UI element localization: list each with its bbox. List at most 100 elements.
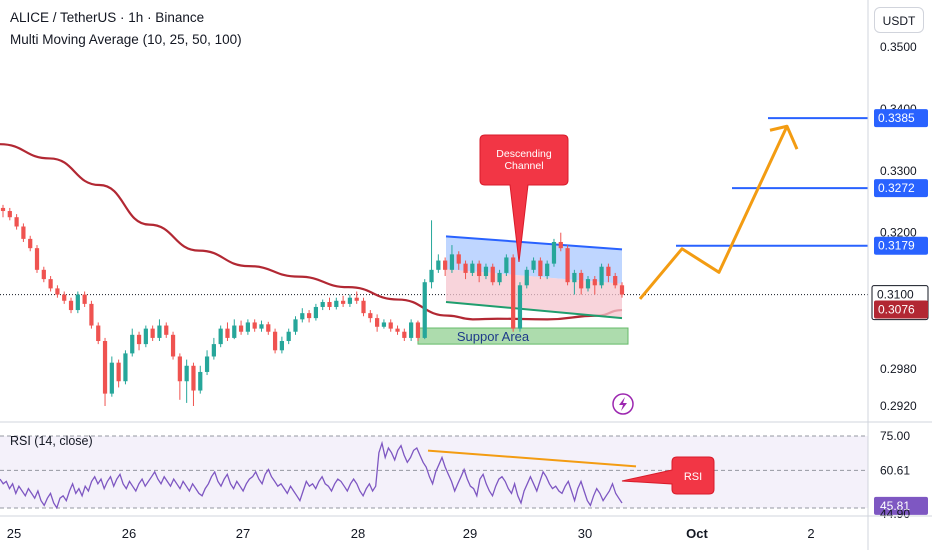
candle bbox=[402, 328, 407, 342]
candle bbox=[592, 276, 597, 295]
candle bbox=[443, 257, 448, 277]
candle bbox=[96, 322, 101, 345]
candle bbox=[232, 319, 237, 340]
rsi-divergence-line bbox=[427, 449, 637, 468]
candle bbox=[483, 263, 489, 280]
candle bbox=[286, 328, 291, 345]
price-label-ma: 0.3076 bbox=[874, 300, 928, 319]
candle bbox=[68, 297, 74, 314]
rsi-title: RSI (14, close) bbox=[10, 434, 93, 448]
candle bbox=[198, 365, 203, 394]
candle bbox=[429, 220, 434, 289]
candle bbox=[14, 214, 19, 230]
descending-channel-label: Descending bbox=[496, 148, 552, 160]
time-tick-label: 30 bbox=[578, 526, 592, 541]
time-tick-label: Oct bbox=[686, 526, 708, 541]
candle bbox=[191, 362, 196, 406]
rsi-last-label: 45.81 bbox=[874, 496, 928, 515]
candle bbox=[388, 319, 393, 332]
svg-text:0.3385: 0.3385 bbox=[878, 111, 915, 125]
candle bbox=[259, 320, 264, 332]
candle bbox=[565, 245, 570, 286]
candle bbox=[245, 319, 250, 335]
candle bbox=[524, 266, 529, 289]
channel-lower-line bbox=[445, 301, 623, 320]
candle bbox=[375, 314, 380, 332]
time-tick-label: 25 bbox=[7, 526, 21, 541]
candle bbox=[347, 294, 353, 307]
candle bbox=[211, 337, 216, 360]
candle bbox=[551, 238, 557, 267]
rsi-tick-label: 60.61 bbox=[880, 463, 910, 477]
candle bbox=[130, 328, 135, 357]
candle bbox=[538, 257, 543, 280]
candle bbox=[456, 251, 461, 270]
target-levels bbox=[676, 117, 868, 247]
candle bbox=[497, 269, 502, 286]
price-label-target: 0.3385 bbox=[874, 109, 928, 128]
candle bbox=[48, 276, 53, 292]
candle bbox=[7, 207, 12, 221]
candle bbox=[252, 319, 257, 332]
candle bbox=[354, 291, 359, 304]
candle bbox=[218, 325, 223, 348]
candle bbox=[123, 350, 128, 385]
candle bbox=[0, 204, 6, 218]
price-tick-label: 0.2920 bbox=[880, 399, 917, 413]
candle bbox=[204, 350, 210, 376]
candle bbox=[613, 272, 618, 289]
candle bbox=[327, 297, 332, 311]
candle bbox=[422, 279, 427, 340]
candle bbox=[395, 325, 400, 335]
candle bbox=[606, 263, 611, 283]
time-tick-label: 27 bbox=[236, 526, 250, 541]
price-tick-label: 0.3300 bbox=[880, 164, 917, 178]
rsi-tick-label: 44.90 bbox=[880, 507, 910, 521]
candle bbox=[136, 331, 142, 351]
time-tick-label: 26 bbox=[122, 526, 136, 541]
candle bbox=[293, 316, 298, 335]
candle bbox=[266, 321, 271, 335]
candle-series bbox=[0, 204, 625, 406]
candle bbox=[28, 235, 33, 252]
projection-path bbox=[638, 124, 799, 300]
rsi-callout-label: RSI bbox=[684, 471, 702, 483]
currency-selector[interactable]: USDT bbox=[874, 7, 924, 33]
lightning-icon bbox=[612, 393, 634, 415]
moving-average-series bbox=[0, 143, 623, 321]
candle bbox=[477, 260, 482, 283]
candle bbox=[272, 328, 278, 354]
svg-text:0.3179: 0.3179 bbox=[878, 239, 915, 253]
price-axis: 0.35000.34000.33000.32000.31000.29800.29… bbox=[867, 0, 929, 550]
candle bbox=[102, 337, 108, 406]
svg-text:0.3076: 0.3076 bbox=[878, 302, 915, 316]
last-price-value: 0.3100 bbox=[877, 288, 914, 302]
candle bbox=[415, 320, 421, 342]
candle bbox=[545, 260, 550, 280]
candle bbox=[170, 331, 176, 360]
candle bbox=[599, 263, 604, 289]
candle bbox=[55, 285, 60, 298]
candle bbox=[361, 297, 366, 317]
candle bbox=[300, 308, 305, 323]
candle bbox=[517, 282, 523, 332]
candle bbox=[177, 353, 182, 400]
candle bbox=[143, 325, 148, 348]
descending-channel bbox=[445, 235, 623, 320]
candle bbox=[409, 319, 414, 342]
candle bbox=[164, 322, 169, 338]
candle bbox=[490, 263, 495, 286]
projection-arrowhead bbox=[769, 124, 799, 150]
candle bbox=[585, 276, 591, 292]
candle bbox=[89, 300, 94, 329]
candle bbox=[381, 319, 387, 329]
svg-text:0.3272: 0.3272 bbox=[878, 181, 915, 195]
candle bbox=[34, 245, 40, 273]
candle bbox=[504, 254, 509, 277]
candle bbox=[238, 320, 244, 335]
svg-text:45.81: 45.81 bbox=[880, 499, 910, 513]
